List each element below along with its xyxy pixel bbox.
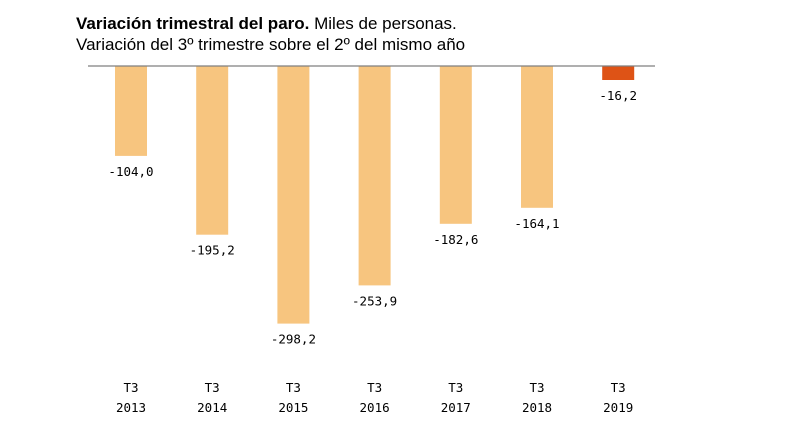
value-label-2015: -298,2 bbox=[271, 332, 316, 347]
x-tick-year-2016: 2016 bbox=[360, 400, 390, 415]
value-label-2017: -182,6 bbox=[433, 232, 478, 247]
x-tick-quarter-2019: T3 bbox=[611, 380, 626, 395]
bar-2015 bbox=[277, 66, 310, 324]
bar-2018 bbox=[521, 66, 553, 208]
x-tick-quarter-2017: T3 bbox=[448, 380, 463, 395]
bar-2019 bbox=[602, 66, 635, 80]
x-tick-quarter-2016: T3 bbox=[367, 380, 382, 395]
bar-2017 bbox=[439, 66, 472, 224]
x-tick-quarter-2018: T3 bbox=[529, 380, 544, 395]
chart-title-rest: Miles de personas. bbox=[309, 14, 457, 33]
x-tick-year-2013: 2013 bbox=[116, 400, 146, 415]
x-tick-year-2015: 2015 bbox=[278, 400, 308, 415]
value-label-2019: -16,2 bbox=[599, 88, 637, 103]
value-labels-layer: -104,0 -195,2 -298,2 -253,9 -182,6 -164,1 -16,… bbox=[108, 88, 637, 347]
value-label-2013: -104,0 bbox=[108, 164, 153, 179]
x-tick-year-2018: 2018 bbox=[522, 400, 552, 415]
chart-title-bold: Variación trimestral del paro. bbox=[76, 14, 310, 33]
x-tick-year-2019: 2019 bbox=[603, 400, 633, 415]
value-label-2018: -164,1 bbox=[514, 216, 559, 231]
x-tick-quarter-2013: T3 bbox=[123, 380, 138, 395]
bar-2013 bbox=[115, 66, 147, 156]
chart-title: Variación trimestral del paro. Miles de … bbox=[76, 13, 756, 34]
x-tick-quarter-2015: T3 bbox=[286, 380, 301, 395]
chart-subtitle: Variación del 3º trimestre sobre el 2º d… bbox=[76, 35, 466, 54]
bars-layer bbox=[115, 66, 635, 324]
x-tick-year-2014: 2014 bbox=[197, 400, 227, 415]
value-label-2014: -195,2 bbox=[190, 243, 235, 258]
x-tick-quarter-2014: T3 bbox=[205, 380, 220, 395]
bar-2016 bbox=[358, 66, 391, 286]
x-tick-labels-layer: T3 2013 T3 2014 T3 2015 T3 2016 T3 2017 T3 2018 T3 20… bbox=[116, 380, 633, 415]
value-label-2016: -253,9 bbox=[352, 293, 397, 308]
chart-header: Variación trimestral del paro. Miles de … bbox=[76, 13, 756, 55]
x-tick-year-2017: 2017 bbox=[441, 400, 471, 415]
bar-2014 bbox=[196, 66, 229, 235]
